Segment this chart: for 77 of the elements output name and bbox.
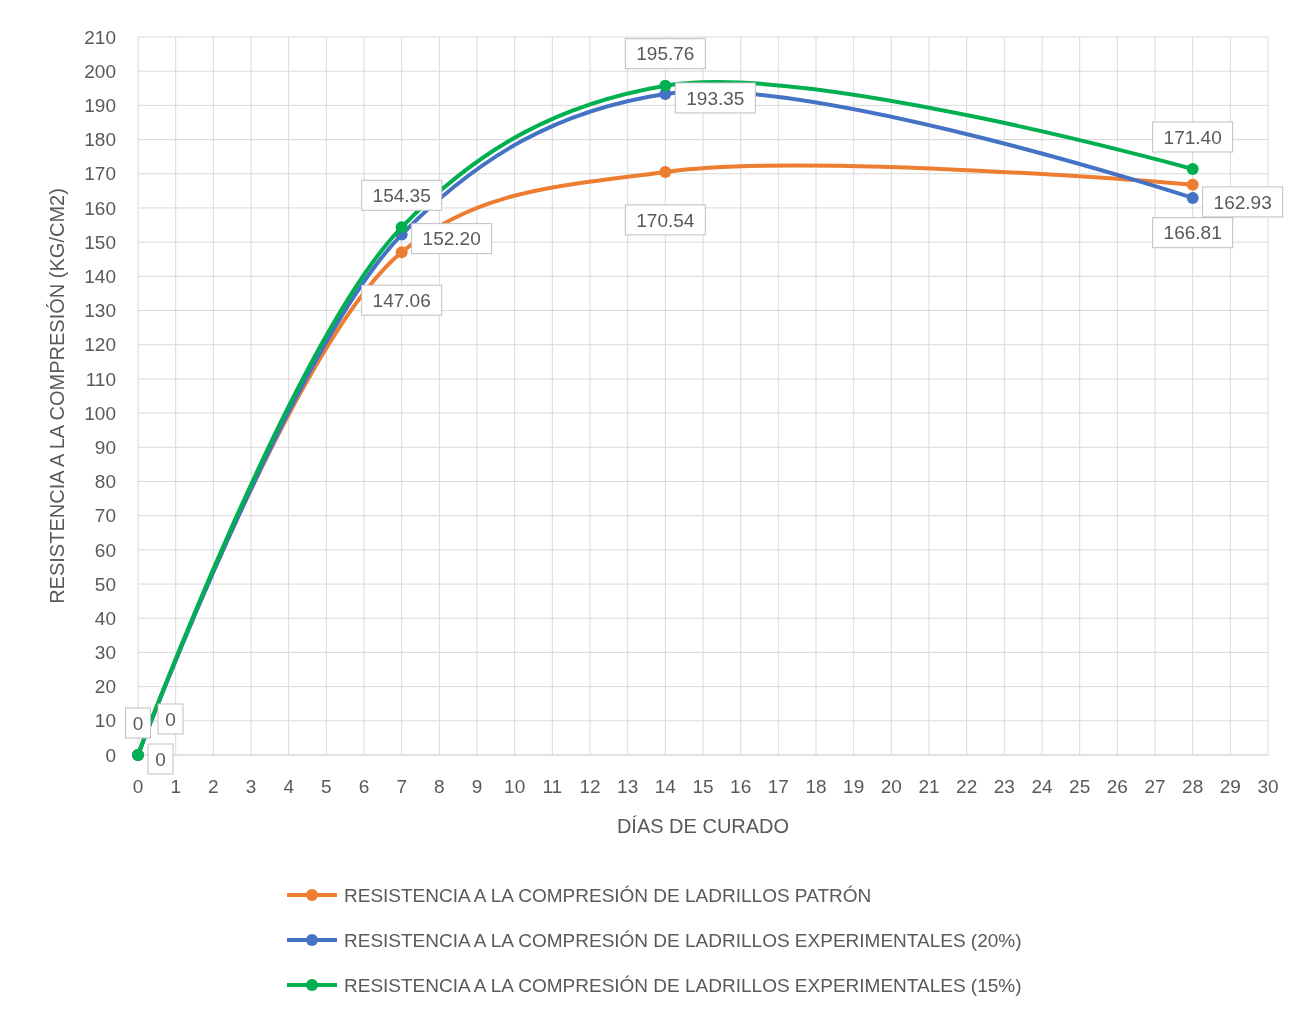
x-tick-label: 25	[1069, 776, 1091, 797]
data-label: 154.35	[372, 184, 431, 206]
data-label: 166.81	[1163, 222, 1222, 244]
y-tick-label: 0	[105, 744, 116, 766]
y-tick-label: 90	[94, 436, 116, 458]
y-tick-label: 60	[94, 539, 116, 561]
data-label: 147.06	[372, 289, 431, 311]
y-tick-label: 140	[84, 265, 116, 287]
x-tick-label: 29	[1219, 776, 1241, 797]
y-tick-label: 210	[84, 26, 116, 48]
point	[1186, 191, 1199, 204]
y-tick-label: 50	[94, 573, 116, 595]
legend-label: RESISTENCIA A LA COMPRESIÓN DE LADRILLOS EXPERIMENTALES (20%)	[344, 929, 1022, 951]
y-tick-label: 40	[94, 607, 116, 629]
x-tick-label: 8	[434, 776, 445, 797]
y-tick-label: 80	[94, 471, 116, 493]
x-tick-label: 7	[396, 776, 407, 797]
point	[1186, 162, 1199, 175]
point	[395, 246, 408, 259]
x-tick-label: 18	[805, 776, 827, 797]
y-tick-label: 110	[85, 368, 116, 390]
y-tick-label: 30	[94, 642, 116, 664]
x-tick-label: 23	[993, 776, 1015, 797]
y-tick-label: 160	[84, 197, 116, 219]
x-tick-label: 3	[245, 776, 257, 797]
x-axis-title: DÍAS DE CURADO	[616, 815, 790, 837]
legend-label: RESISTENCIA A LA COMPRESIÓN DE LADRILLOS EXPERIMENTALES (15%)	[344, 974, 1022, 996]
data-label: 193.35	[686, 87, 745, 109]
y-tick-label: 190	[84, 95, 116, 117]
x-tick-label: 20	[880, 776, 902, 797]
x-tick-label: 28	[1182, 776, 1204, 797]
point	[659, 165, 672, 178]
data-label: 0	[165, 708, 176, 730]
x-tick-label: 12	[579, 776, 601, 797]
data-label: 170.54	[636, 209, 695, 231]
y-tick-label: 170	[84, 163, 116, 185]
x-tick-label: 17	[767, 776, 789, 797]
x-tick-label: 4	[283, 776, 295, 797]
x-tick-label: 2	[208, 776, 219, 797]
x-tick-label: 16	[730, 776, 752, 797]
data-label: 195.76	[636, 43, 695, 65]
x-tick-label: 19	[843, 776, 865, 797]
y-tick-label: 10	[94, 710, 116, 732]
data-label: 0	[132, 712, 144, 734]
y-tick-label: 20	[94, 676, 116, 698]
y-tick-label: 180	[84, 129, 116, 151]
x-tick-label: 6	[358, 776, 370, 797]
x-tick-label: 14	[654, 776, 677, 797]
y-tick-label: 150	[84, 231, 116, 253]
y-tick-label: 130	[84, 300, 116, 322]
x-tick-label: 11	[542, 776, 563, 797]
y-tick-label: 100	[84, 402, 116, 424]
data-label: 152.20	[422, 228, 481, 250]
data-label: 162.93	[1213, 191, 1272, 213]
data-label: 171.40	[1163, 126, 1222, 148]
x-tick-label: 24	[1031, 776, 1053, 797]
x-tick-label: 21	[918, 776, 940, 797]
x-tick-label: 9	[471, 776, 483, 797]
x-tick-label: 30	[1257, 776, 1279, 797]
point	[659, 79, 672, 92]
x-tick-label: 1	[170, 776, 181, 797]
y-tick-label: 70	[94, 505, 116, 527]
x-tick-label: 26	[1106, 776, 1128, 797]
x-tick-label: 15	[692, 776, 714, 797]
y-tick-label: 200	[84, 60, 116, 82]
x-tick-label: 0	[132, 776, 144, 797]
x-tick-label: 13	[617, 776, 639, 797]
x-tick-label: 27	[1144, 776, 1166, 797]
point	[1186, 178, 1199, 191]
y-tick-label: 120	[84, 334, 116, 356]
x-tick-label: 5	[321, 776, 332, 797]
y-axis-title: RESISTENCIA A LA COMPRESIÓN (KG/CM2)	[46, 188, 68, 604]
data-label: 0	[155, 748, 166, 770]
x-tick-label: 22	[956, 776, 978, 797]
x-tick-label: 10	[504, 776, 526, 797]
legend-label: RESISTENCIA A LA COMPRESIÓN DE LADRILLOS PATRÓN	[344, 884, 872, 906]
point	[395, 221, 408, 234]
